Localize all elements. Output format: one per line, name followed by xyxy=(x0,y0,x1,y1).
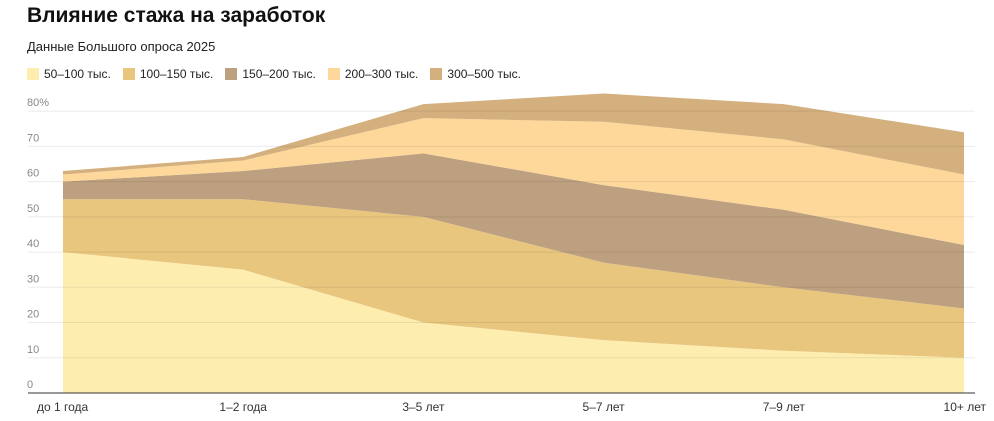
legend-label: 100–150 тыс. xyxy=(139,67,214,81)
legend-swatch xyxy=(430,68,443,80)
y-tick-label: 0 xyxy=(27,379,33,391)
legend-label: 200–300 тыс. xyxy=(344,67,419,81)
legend-item: 150–200 тыс. xyxy=(225,67,316,81)
x-tick-label: 1–2 года xyxy=(219,400,267,414)
area xyxy=(63,252,964,393)
area xyxy=(63,199,964,358)
legend-label: 300–500 тыс. xyxy=(447,67,521,81)
x-tick-label: 7–9 лет xyxy=(763,400,806,414)
y-tick-label: 60 xyxy=(27,168,39,180)
legend-swatch xyxy=(225,68,238,80)
legend-item: 300–500 тыс. xyxy=(430,67,521,81)
area xyxy=(63,118,964,246)
y-tick-label: 20 xyxy=(27,309,39,321)
y-tick-label: 70 xyxy=(27,132,39,144)
y-tick-label: 40 xyxy=(27,238,39,250)
area xyxy=(63,93,964,175)
legend-swatch xyxy=(327,68,340,80)
chart-title: Влияние стажа на заработок xyxy=(27,4,326,27)
legend-item: 50–100 тыс. xyxy=(27,67,111,81)
chart-subtitle: Данные Большого опроса 2025 xyxy=(27,39,216,54)
y-tick-label: 50 xyxy=(27,203,39,215)
y-tick-label: 30 xyxy=(27,273,39,285)
legend-label: 50–100 тыс. xyxy=(44,67,111,81)
area xyxy=(63,153,964,309)
x-tick-label: до 1 года xyxy=(37,400,89,414)
y-tick-label: 80% xyxy=(27,97,49,109)
legend-swatch xyxy=(122,68,135,80)
legend-item: 200–300 тыс. xyxy=(327,67,419,81)
x-tick-label: 3–5 лет xyxy=(402,400,445,414)
y-tick-label: 10 xyxy=(27,344,39,356)
legend-swatch xyxy=(27,68,39,80)
legend: 50–100 тыс. 100–150 тыс. 150–200 тыс. 200–3… xyxy=(27,67,521,81)
legend-item: 100–150 тыс. xyxy=(122,67,214,81)
legend-label: 150–200 тыс. xyxy=(242,67,316,81)
x-tick-label: 5–7 лет xyxy=(583,400,626,414)
x-tick-label: 10+ лет xyxy=(944,400,987,414)
